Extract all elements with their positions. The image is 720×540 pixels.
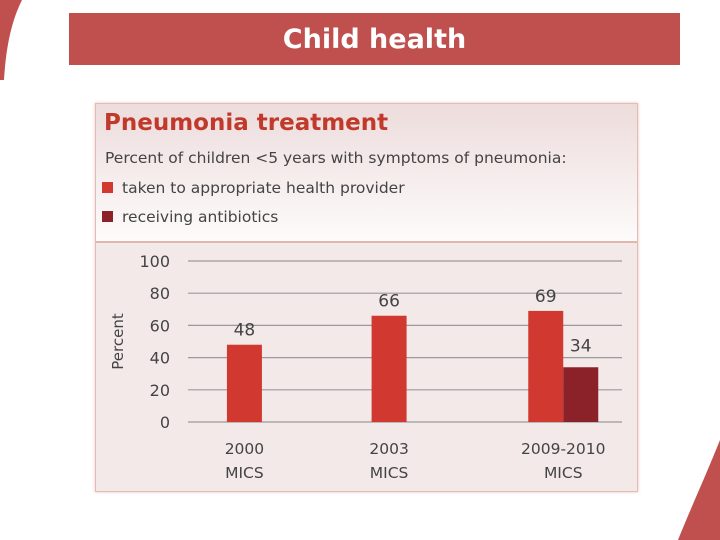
y-tick-label: 20	[150, 381, 170, 400]
bar	[371, 315, 407, 422]
chart-panel: Pneumonia treatment Percent of children …	[95, 103, 638, 492]
x-tick-label: 2009-2010	[521, 440, 606, 458]
y-tick-label: 40	[150, 349, 170, 368]
bar	[528, 310, 564, 422]
legend-label-provider: taken to appropriate health provider	[122, 178, 405, 197]
y-axis-label: Percent	[109, 313, 127, 370]
y-tick-label: 60	[150, 316, 170, 335]
y-tick-label: 100	[139, 252, 170, 271]
bar	[563, 367, 599, 422]
y-tick-label: 80	[150, 284, 170, 303]
data-label: 34	[570, 336, 592, 356]
x-tick-label: 2003	[369, 440, 408, 458]
legend-swatch-antibiotics	[102, 211, 113, 222]
x-tick-label: MICS	[225, 464, 264, 482]
chart-subtitle: Percent of children <5 years with sympto…	[105, 149, 567, 167]
legend-item-antibiotics: receiving antibiotics	[102, 202, 405, 231]
chart-header: Pneumonia treatment Percent of children …	[96, 104, 637, 243]
legend-swatch-provider	[102, 182, 113, 193]
bar	[226, 344, 262, 422]
slide-title: Child health	[282, 23, 467, 55]
slide-title-banner: Child health	[69, 13, 680, 65]
y-tick-label: 0	[160, 413, 170, 432]
legend-item-provider: taken to appropriate health provider	[102, 173, 405, 202]
chart-title: Pneumonia treatment	[104, 110, 389, 136]
decorative-corner-bottom-right	[678, 440, 720, 540]
decorative-corner-top-left	[0, 0, 22, 80]
data-label: 48	[234, 321, 256, 341]
legend-label-antibiotics: receiving antibiotics	[122, 207, 279, 226]
chart-legend: taken to appropriate health provider rec…	[102, 173, 405, 231]
data-label: 66	[378, 292, 400, 312]
x-tick-label: 2000	[225, 440, 264, 458]
x-tick-label: MICS	[370, 464, 409, 482]
x-tick-label: MICS	[544, 464, 583, 482]
data-label: 69	[535, 287, 557, 307]
bar-chart: 0 20 40 60 80 100 Percent 48 66 69 34 2000 MICS 2003 M…	[109, 252, 622, 482]
